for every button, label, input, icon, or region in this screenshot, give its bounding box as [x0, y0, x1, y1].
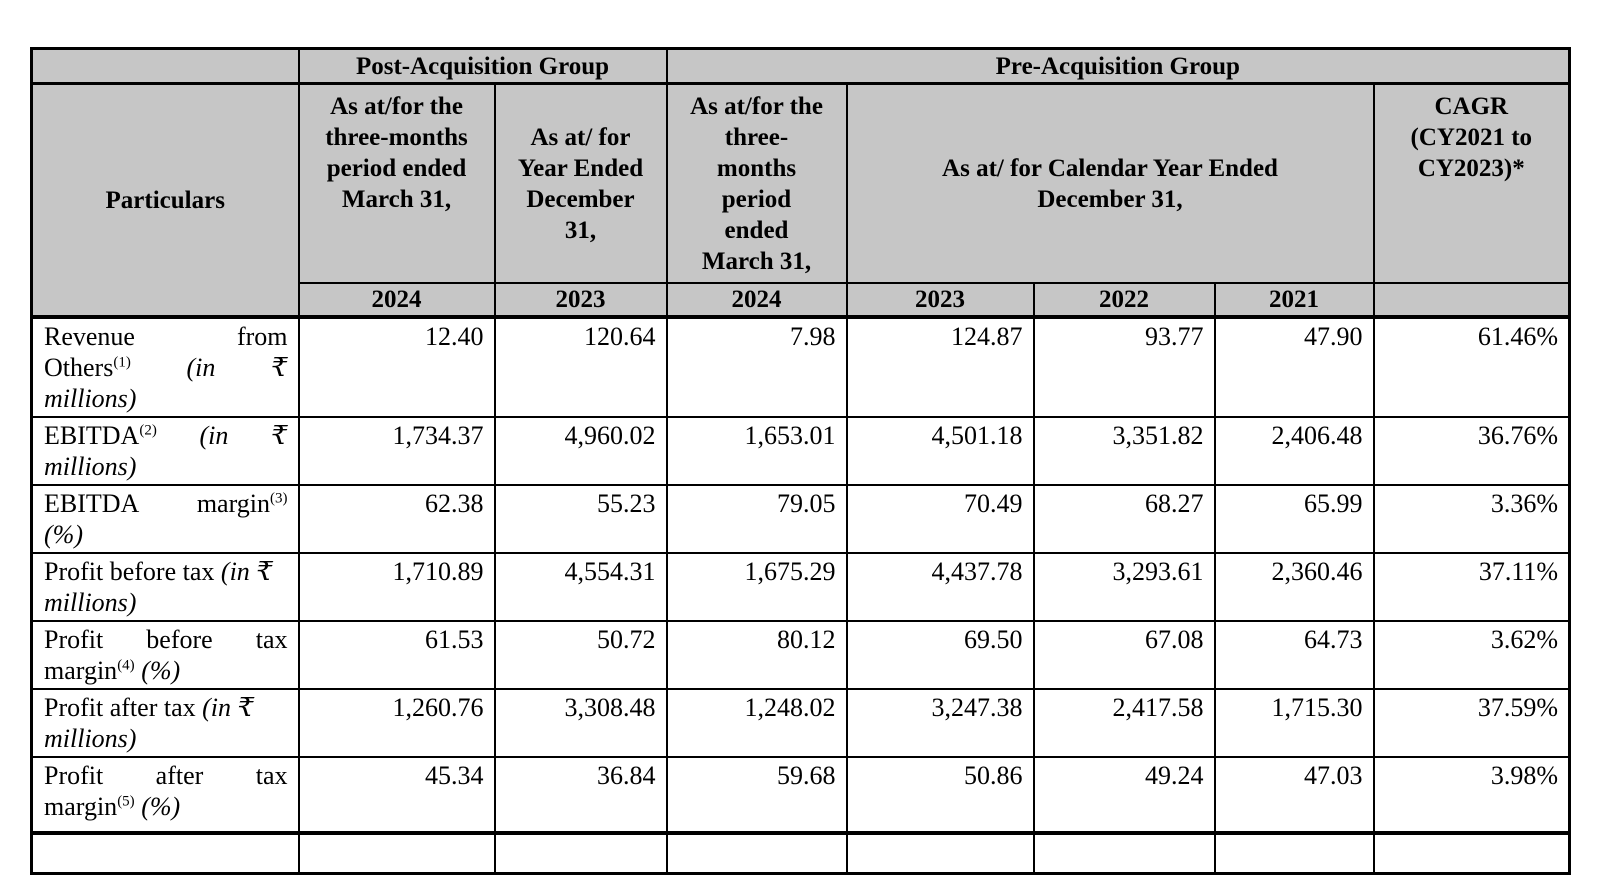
value-cell: 120.64: [493, 316, 668, 418]
row-label-ebitda-margin: EBITDA margin(3) (%): [30, 484, 300, 554]
table-row-profit-after-tax-margin: Profit after tax margin(5) (%) 45.34 36.84 59.…: [30, 756, 1571, 835]
scanned-financial-table-page: { "table": { "group_headers": { "corner"…: [30, 47, 1572, 875]
row-label-profit-after-tax: Profit after tax (in ₹ millions): [30, 688, 300, 758]
value-cell: 36.76%: [1372, 416, 1571, 486]
partial-cell: [1372, 832, 1571, 874]
corner-cell: [30, 47, 300, 85]
value-cell: 93.77: [1032, 316, 1216, 418]
table-row-profit-before-tax-margin: Profit before tax margin(4) (%) 61.53 50.72 80…: [30, 620, 1571, 690]
value-cell: 124.87: [845, 316, 1035, 418]
partial-cell: [493, 832, 668, 874]
row-label-profit-before-tax: Profit before tax (in ₹ millions): [30, 552, 300, 622]
value-cell: 1,734.37: [297, 416, 496, 486]
partial-cell: [297, 832, 496, 874]
value-cell: 4,501.18: [845, 416, 1035, 486]
row-label-ebitda: EBITDA(2) (in ₹ millions): [30, 416, 300, 486]
value-cell: 47.03: [1213, 756, 1375, 835]
value-cell: 55.23: [493, 484, 668, 554]
year-cell-empty: [1372, 282, 1571, 319]
value-cell: 4,960.02: [493, 416, 668, 486]
header-pre-acquisition-group: Pre-Acquisition Group: [665, 47, 1571, 85]
value-cell: 3,247.38: [845, 688, 1035, 758]
value-cell: 50.86: [845, 756, 1035, 835]
header-particulars: Particulars: [30, 82, 300, 319]
header-post-three-months-ended-march: As at/for the three-months period ended …: [297, 82, 496, 284]
value-cell: 59.68: [665, 756, 848, 835]
table-header: Post-Acquisition Group Pre-Acquisition G…: [30, 47, 1571, 319]
value-cell: 49.24: [1032, 756, 1216, 835]
value-cell: 79.05: [665, 484, 848, 554]
value-cell: 3,293.61: [1032, 552, 1216, 622]
partial-cell: [1032, 832, 1216, 874]
value-cell: 2,406.48: [1213, 416, 1375, 486]
table-row-revenue-from-others: Revenue from Others(1) (in ₹ millions) 12.40 12…: [30, 316, 1571, 418]
year-cell: 2023: [845, 282, 1035, 319]
value-cell: 3,351.82: [1032, 416, 1216, 486]
value-cell: 37.59%: [1372, 688, 1571, 758]
value-cell: 1,710.89: [297, 552, 496, 622]
year-cell: 2024: [665, 282, 848, 319]
year-cell: 2023: [493, 282, 668, 319]
value-cell: 2,360.46: [1213, 552, 1375, 622]
value-cell: 4,554.31: [493, 552, 668, 622]
value-cell: 4,437.78: [845, 552, 1035, 622]
year-cell: 2021: [1213, 282, 1375, 319]
table-row-ebitda: EBITDA(2) (in ₹ millions) 1,734.37 4,960.02 1,…: [30, 416, 1571, 486]
value-cell: 47.90: [1213, 316, 1375, 418]
value-cell: 2,417.58: [1032, 688, 1216, 758]
table-row-profit-before-tax: Profit before tax (in ₹ millions) 1,710.89…: [30, 552, 1571, 622]
value-cell: 36.84: [493, 756, 668, 835]
value-cell: 69.50: [845, 620, 1035, 690]
value-cell: 64.73: [1213, 620, 1375, 690]
partial-cell: [665, 832, 848, 874]
value-cell: 62.38: [297, 484, 496, 554]
value-cell: 45.34: [297, 756, 496, 835]
value-cell: 1,653.01: [665, 416, 848, 486]
partial-cell: [30, 832, 300, 874]
partial-row: [30, 832, 1571, 874]
row-label-revenue-from-others: Revenue from Others(1) (in ₹ millions): [30, 316, 300, 418]
table-row-profit-after-tax: Profit after tax (in ₹ millions) 1,260.76 3…: [30, 688, 1571, 758]
value-cell: 1,260.76: [297, 688, 496, 758]
partial-cell: [1213, 832, 1375, 874]
header-pre-three-months-ended-march: As at/for the three- months period ended…: [665, 82, 848, 284]
row-label-profit-after-tax-margin: Profit after tax margin(5) (%): [30, 756, 300, 835]
value-cell: 1,715.30: [1213, 688, 1375, 758]
years-header-row: 2024 2023 2024 2023 2022 2021: [32, 282, 1571, 319]
value-cell: 61.53: [297, 620, 496, 690]
header-post-year-ended-december: As at/ for Year Ended December 31,: [493, 82, 668, 284]
year-cell: 2024: [297, 282, 496, 319]
value-cell: 3.98%: [1372, 756, 1571, 835]
period-header-row: Particulars As at/for the three-months p…: [30, 82, 1571, 319]
header-cagr: CAGR (CY2021 to CY2023)*: [1372, 82, 1571, 284]
value-cell: 1,248.02: [665, 688, 848, 758]
value-cell: 7.98: [665, 316, 848, 418]
value-cell: 65.99: [1213, 484, 1375, 554]
financial-summary-table: Post-Acquisition Group Pre-Acquisition G…: [30, 47, 1572, 875]
group-header-row: Post-Acquisition Group Pre-Acquisition G…: [30, 47, 1571, 85]
value-cell: 3.36%: [1372, 484, 1571, 554]
value-cell: 1,675.29: [665, 552, 848, 622]
value-cell: 12.40: [297, 316, 496, 418]
value-cell: 3,308.48: [493, 688, 668, 758]
value-cell: 70.49: [845, 484, 1035, 554]
value-cell: 3.62%: [1372, 620, 1571, 690]
year-cell: 2022: [1032, 282, 1216, 319]
row-label-profit-before-tax-margin: Profit before tax margin(4) (%): [30, 620, 300, 690]
value-cell: 37.11%: [1372, 552, 1571, 622]
value-cell: 80.12: [665, 620, 848, 690]
value-cell: 68.27: [1032, 484, 1216, 554]
partial-cell: [845, 832, 1035, 874]
value-cell: 61.46%: [1372, 316, 1571, 418]
value-cell: 50.72: [493, 620, 668, 690]
table-body: Revenue from Others(1) (in ₹ millions) 12.40 12…: [30, 316, 1571, 874]
header-post-acquisition-group: Post-Acquisition Group: [297, 47, 668, 85]
table-row-ebitda-margin: EBITDA margin(3) (%) 62.38 55.23 79.05 70.49 68…: [30, 484, 1571, 554]
header-pre-calendar-year-ended-december: As at/ for Calendar Year Ended December …: [845, 82, 1375, 284]
value-cell: 67.08: [1032, 620, 1216, 690]
